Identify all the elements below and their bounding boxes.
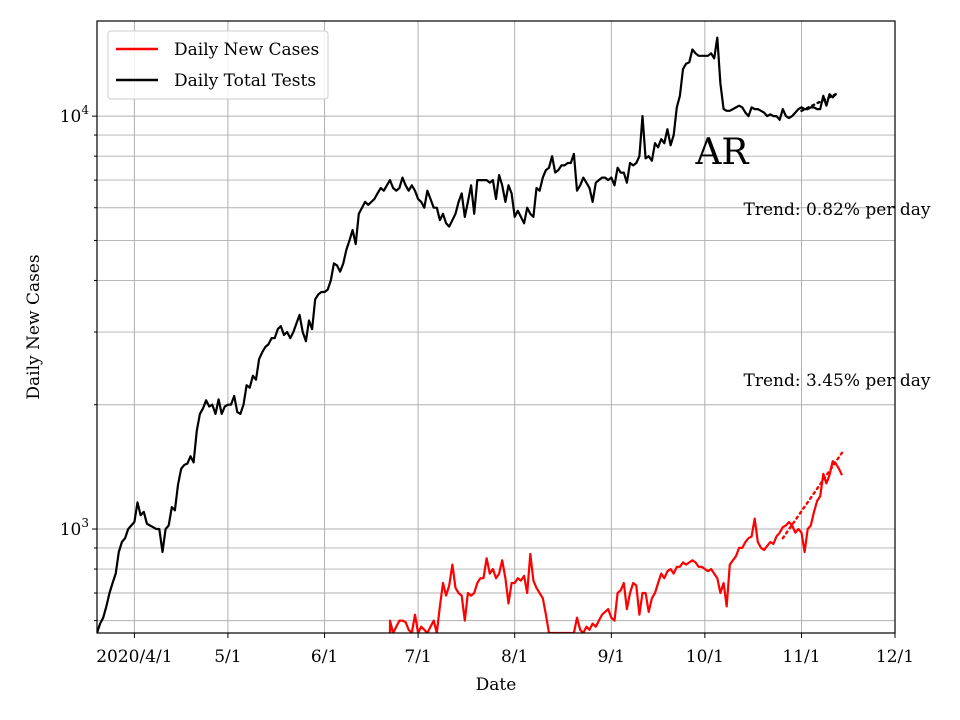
x-tick-label: 11/1 (782, 647, 820, 667)
trend-line-cases (781, 451, 844, 540)
x-axis-label: Date (476, 675, 517, 695)
legend-label-tests: Daily Total Tests (174, 71, 316, 91)
x-tick-label: 7/1 (404, 647, 431, 667)
legend-box (107, 30, 329, 100)
legend: Daily New Cases Daily Total Tests (107, 30, 329, 100)
series-layer (97, 36, 843, 633)
x-tick-label: 10/1 (686, 647, 724, 667)
trend-line-tests (800, 93, 837, 112)
y-tick-label: 103 (60, 516, 89, 540)
grid (97, 21, 896, 633)
plot-frame (96, 20, 896, 634)
y-tick-label: 104 (60, 103, 90, 127)
y-axis-label: Daily New Cases (24, 254, 44, 399)
x-axis-ticks: 2020/4/1 5/1 6/1 7/1 8/1 9/1 10/1 11/1 12/1 (96, 633, 914, 667)
state-annotation: AR (694, 132, 749, 173)
trend-layer (781, 93, 844, 540)
series-line-daily-new-cases (388, 460, 843, 633)
x-tick-label: 5/1 (214, 647, 241, 667)
x-tick-label: 8/1 (501, 647, 528, 667)
trend-label-cases: Trend: 3.45% per day (744, 371, 931, 391)
y-axis-ticks: 103 104 (60, 103, 97, 622)
trend-label-tests: Trend: 0.82% per day (744, 200, 931, 220)
x-tick-label: 6/1 (311, 647, 338, 667)
x-tick-label: 9/1 (598, 647, 625, 667)
x-tick-label: 2020/4/1 (96, 647, 172, 667)
legend-label-cases: Daily New Cases (174, 40, 319, 60)
series-line-daily-total-tests (97, 36, 837, 633)
x-tick-label: 12/1 (876, 647, 914, 667)
